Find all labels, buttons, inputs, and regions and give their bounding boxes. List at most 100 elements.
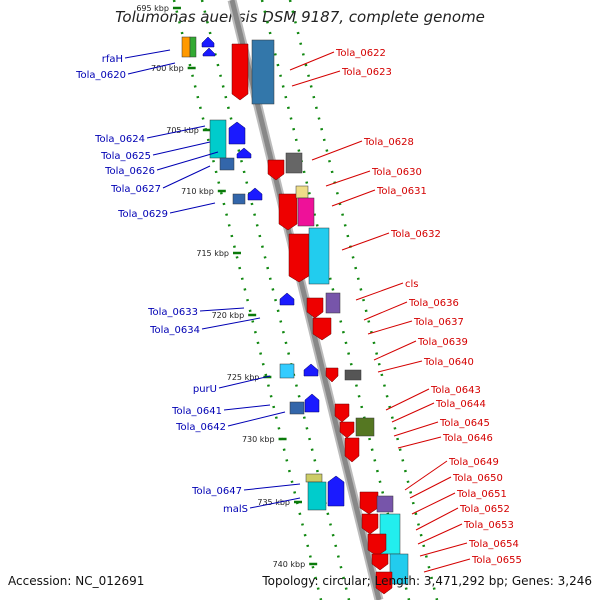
label-connector: [409, 476, 452, 499]
gene-label-Tola_0622[interactable]: Tola_0622: [335, 48, 386, 59]
tick-label: 725 kbp: [227, 373, 260, 382]
gene-Tola_0650-shape: [376, 495, 394, 513]
gene-Tola_0655b: [375, 571, 393, 595]
tick-label: 730 kbp: [242, 435, 275, 444]
gene-block-shape: [181, 36, 191, 58]
gene-Tola_0639: [325, 367, 339, 383]
gene-Tola_0623-shape: [251, 39, 275, 105]
gene-Tola_0643-shape: [334, 403, 350, 423]
label-connector: [127, 62, 176, 75]
label-connector: [373, 340, 417, 361]
gene-Tola_0631a-shape: [295, 185, 309, 199]
gene-label-Tola_0634[interactable]: Tola_0634: [149, 325, 200, 336]
gene-Tola_0647a: [305, 473, 323, 483]
gene-label-Tola_0650[interactable]: Tola_0650: [452, 473, 503, 484]
gene-Tola_0644-shape: [339, 421, 355, 439]
gene-label-Tola_0647[interactable]: Tola_0647: [191, 486, 242, 497]
tick-label: 710 kbp: [181, 187, 214, 196]
gene-Tola_0632a-shape: [288, 233, 310, 283]
tick-label: 715 kbp: [196, 249, 229, 258]
gene-label-Tola_0630[interactable]: Tola_0630: [371, 167, 422, 178]
label-connector: [415, 507, 459, 531]
gene-label-Tola_0636[interactable]: Tola_0636: [408, 298, 459, 309]
gene-cls: [306, 297, 324, 319]
gene-Tola_0622: [231, 43, 249, 101]
gene-Tola_0629-shape: [247, 187, 263, 201]
gene-label-Tola_0620[interactable]: Tola_0620: [75, 70, 126, 81]
gene-label-Tola_0626[interactable]: Tola_0626: [104, 166, 155, 177]
gene-Tola_0632: [308, 227, 330, 285]
gene-label-Tola_0633[interactable]: Tola_0633: [147, 307, 198, 318]
gene-cls-shape: [306, 297, 324, 319]
gene-label-Tola_0627[interactable]: Tola_0627: [110, 184, 161, 195]
gene-Tola_0647-shape: [307, 481, 327, 511]
gene-label-Tola_0651[interactable]: Tola_0651: [456, 489, 507, 500]
gene-label-Tola_0654[interactable]: Tola_0654: [468, 539, 519, 550]
gene-label-malS[interactable]: malS: [223, 504, 248, 515]
label-connector: [325, 170, 371, 187]
label-connector: [169, 202, 216, 214]
gene-Tola_0637-shape: [312, 317, 332, 341]
gene-label-Tola_0631[interactable]: Tola_0631: [376, 186, 427, 197]
gene-label-Tola_0642[interactable]: Tola_0642: [175, 422, 226, 433]
gene-Tola_0627: [219, 157, 235, 171]
gene-label-Tola_0640[interactable]: Tola_0640: [423, 357, 474, 368]
label-connector: [411, 492, 456, 515]
gene-Tola_0620-shape: [202, 47, 216, 57]
gene-Tola_0645-shape: [355, 417, 375, 437]
label-connector: [289, 51, 335, 71]
gene-label-rfaH[interactable]: rfaH: [102, 54, 123, 65]
gene-Tola_0643: [334, 403, 350, 423]
gene-purU-shape: [279, 363, 295, 379]
tick-label: 720 kbp: [212, 311, 245, 320]
gene-Tola_0651: [361, 513, 379, 535]
label-connector: [393, 421, 439, 437]
gene-label-Tola_0624[interactable]: Tola_0624: [94, 134, 145, 145]
gene-Tola_0636: [325, 292, 341, 314]
gene-label-Tola_0643[interactable]: Tola_0643: [430, 385, 481, 396]
gene-label-Tola_0629[interactable]: Tola_0629: [117, 209, 168, 220]
tick-label: 735 kbp: [257, 498, 290, 507]
gene-block-shape: [189, 36, 197, 58]
gene-label-Tola_0645[interactable]: Tola_0645: [439, 418, 490, 429]
gene-purU-arrow-shape: [303, 363, 319, 377]
gene-label-cls[interactable]: cls: [405, 279, 419, 290]
track-left-outer: [172, 0, 323, 600]
gene-Tola_0642: [304, 393, 320, 413]
label-connector: [201, 317, 261, 330]
label-connector: [355, 282, 404, 301]
gene-Tola_0646: [344, 437, 360, 463]
gene-label-Tola_0644[interactable]: Tola_0644: [435, 399, 486, 410]
gene-label-Tola_0625[interactable]: Tola_0625: [100, 151, 151, 162]
gene-Tola_0646-shape: [344, 437, 360, 463]
track-right-outer: [288, 0, 439, 600]
track-left-inner: [200, 0, 351, 600]
gene-Tola_0636-shape: [325, 292, 341, 314]
gene-Tola_0647: [307, 481, 327, 511]
tick-label: 695 kbp: [136, 4, 169, 13]
gene-Tola_0628: [267, 159, 285, 181]
gene-label-Tola_0639[interactable]: Tola_0639: [417, 337, 468, 348]
gene-label-Tola_0637[interactable]: Tola_0637: [413, 317, 464, 328]
gene-label-Tola_0652[interactable]: Tola_0652: [459, 504, 510, 515]
label-connector: [423, 558, 471, 573]
left-gene-labels: rfaH Tola_0620 Tola_0624 Tola_0625 Tola_0626…: [75, 49, 301, 515]
gene-Tola_0628-shape: [267, 159, 285, 181]
gene-label-Tola_0655[interactable]: Tola_0655: [471, 555, 522, 566]
gene-malS-shape: [327, 475, 345, 507]
gene-label-Tola_0632[interactable]: Tola_0632: [390, 229, 441, 240]
gene-label-purU[interactable]: purU: [193, 384, 217, 395]
gene-label-Tola_0646[interactable]: Tola_0646: [442, 433, 493, 444]
gene-label-Tola_0628[interactable]: Tola_0628: [363, 137, 414, 148]
gene-Tola_0624: [209, 119, 227, 159]
label-connector: [419, 542, 468, 557]
gene-Tola_0624-shape: [209, 119, 227, 159]
label-connector: [341, 232, 390, 251]
gene-Tola_0641-shape: [289, 401, 305, 415]
gene-label-Tola_0649[interactable]: Tola_0649: [448, 457, 499, 468]
gene-label-Tola_0653[interactable]: Tola_0653: [463, 520, 514, 531]
gene-Tola_0641: [289, 401, 305, 415]
gene-label-Tola_0641[interactable]: Tola_0641: [171, 406, 222, 417]
gene-label-Tola_0623[interactable]: Tola_0623: [341, 67, 392, 78]
